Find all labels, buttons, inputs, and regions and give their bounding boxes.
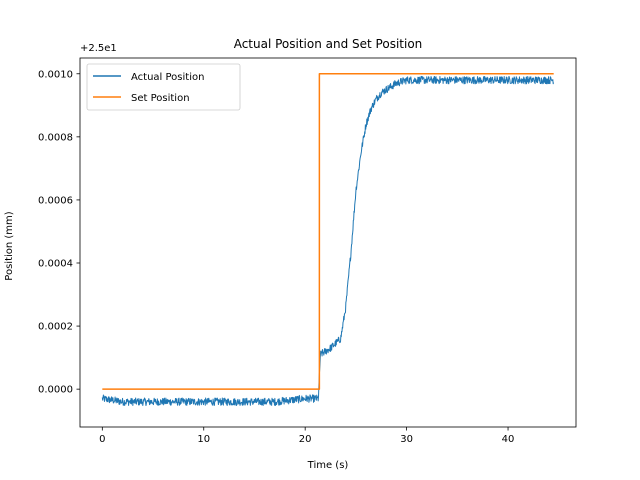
x-tick-label: 40 xyxy=(502,434,515,445)
x-tick-label: 10 xyxy=(197,434,210,445)
legend-label: Actual Position xyxy=(131,72,204,83)
legend-label: Set Position xyxy=(131,93,190,104)
y-offset-label: +2.5e1 xyxy=(80,43,117,54)
y-tick-label: 0.0004 xyxy=(38,259,73,270)
x-tick-label: 0 xyxy=(99,434,105,445)
x-tick-label: 20 xyxy=(299,434,312,445)
y-tick-label: 0.0006 xyxy=(38,195,73,206)
y-axis-label: Position (mm) xyxy=(4,211,15,280)
y-tick-label: 0.0008 xyxy=(38,132,73,143)
y-tick-label: 0.0010 xyxy=(38,69,73,80)
y-tick-label: 0.0002 xyxy=(38,322,73,333)
series-line-set-position xyxy=(102,73,554,390)
chart-title: Actual Position and Set Position xyxy=(234,37,423,51)
x-axis-label: Time (s) xyxy=(307,460,349,471)
x-tick-label: 30 xyxy=(400,434,413,445)
axes-frame xyxy=(79,57,577,428)
plot-area: 0 10 20 30 40 0.0000 0.0002 0.0004 0.0006 0.0008 0… xyxy=(38,57,577,445)
y-tick-label: 0.0000 xyxy=(38,385,73,396)
legend: Actual Position Set Position xyxy=(86,63,241,111)
legend-box xyxy=(86,63,241,111)
series-line-actual-position xyxy=(101,75,555,407)
